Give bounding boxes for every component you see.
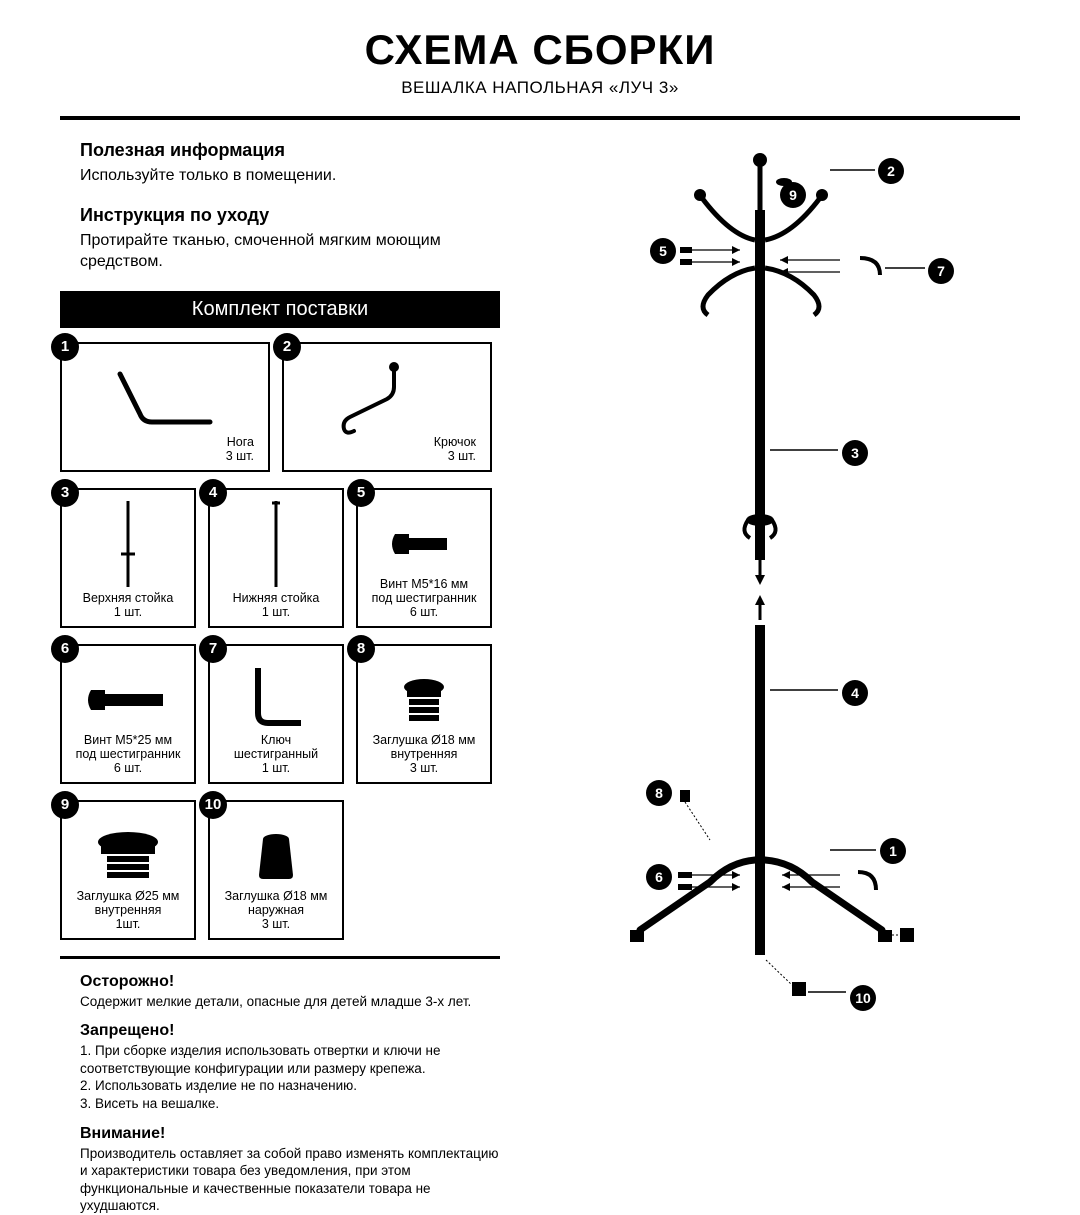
part-6-label: Винт М5*25 ммпод шестигранник6 шт.	[66, 733, 190, 776]
info-useful: Полезная информация Используйте только в…	[60, 140, 500, 187]
care-title: Инструкция по уходу	[80, 205, 500, 226]
warn3-text: Производитель оставляет за собой право и…	[80, 1145, 500, 1215]
page-title: СХЕМА СБОРКИ	[60, 26, 1020, 74]
part-7-label: Ключшестигранный1 шт.	[214, 733, 338, 776]
screw-short-icon	[389, 527, 459, 561]
part-6: 6 Винт М5*25 ммпод шестигранник6 шт.	[60, 644, 196, 784]
warn2-text: 1. При сборке изделия использовать отвер…	[80, 1042, 500, 1112]
badge-9: 9	[51, 791, 79, 819]
callout-7: 7	[928, 258, 954, 284]
page-subtitle: ВЕШАЛКА НАПОЛЬНАЯ «ЛУЧ 3»	[60, 78, 1020, 98]
screw-long-icon	[85, 683, 171, 717]
part-9: 9 Заглушка Ø25 ммвнутренняя1шт.	[60, 800, 196, 940]
part-4: 4 Нижняя стойка1 шт.	[208, 488, 344, 628]
useful-text: Используйте только в помещении.	[80, 165, 500, 187]
left-column: Полезная информация Используйте только в…	[60, 140, 500, 1215]
page: СХЕМА СБОРКИ ВЕШАЛКА НАПОЛЬНАЯ «ЛУЧ 3» П…	[0, 0, 1080, 1080]
badge-10: 10	[199, 791, 227, 819]
part-8: 8 Заглушка Ø18 ммвнутренняя3 шт.	[356, 644, 492, 784]
badge-5: 5	[347, 479, 375, 507]
callout-9: 9	[780, 182, 806, 208]
callout-4: 4	[842, 680, 868, 706]
callout-3: 3	[842, 440, 868, 466]
parts-row-b2: 6 Винт М5*25 ммпод шестигранник6 шт. 7 К…	[60, 644, 500, 784]
warn1-text: Содержит мелкие детали, опасные для дете…	[80, 993, 500, 1011]
plug18in-icon	[399, 675, 449, 725]
badge-4: 4	[199, 479, 227, 507]
parts-row-b3: 9 Заглушка Ø25 ммвнутренняя1шт. 10 Заглу…	[60, 800, 500, 940]
part-2-label: Крючок3 шт.	[288, 435, 486, 464]
assembly-diagram: 2 9 5 7 3 4 8 1 6 10	[530, 140, 1020, 1020]
part-3-label: Верхняя стойка1 шт.	[66, 591, 190, 620]
callout-2: 2	[878, 158, 904, 184]
useful-title: Полезная информация	[80, 140, 500, 161]
badge-7: 7	[199, 635, 227, 663]
part-3: 3 Верхняя стойка1 шт.	[60, 488, 196, 628]
part-7: 7 Ключшестигранный1 шт.	[208, 644, 344, 784]
lower-pole-icon	[266, 499, 286, 589]
info-care: Инструкция по уходу Протирайте тканью, с…	[60, 205, 500, 273]
part-5-label: Винт М5*16 ммпод шестигранник6 шт.	[362, 577, 486, 620]
part-2: 2 Крючок3 шт.	[282, 342, 492, 472]
parts-row-b1: 3 Верхняя стойка1 шт. 4 Нижняя стойка1 ш…	[60, 488, 500, 628]
callout-10: 10	[850, 985, 876, 1011]
divider-mid	[60, 956, 500, 959]
kit-band: Комплект поставки	[60, 291, 500, 328]
part-1: 1 Нога3 шт.	[60, 342, 270, 472]
part-9-label: Заглушка Ø25 ммвнутренняя1шт.	[66, 889, 190, 932]
warnings: Осторожно! Содержит мелкие детали, опасн…	[60, 973, 500, 1215]
part-10: 10 Заглушка Ø18 ммнаружная3 шт.	[208, 800, 344, 940]
parts-row-a: 1 Нога3 шт. 2 Крючок3 шт.	[60, 342, 500, 472]
hexkey-icon	[246, 665, 306, 735]
plug25in-icon	[93, 830, 163, 882]
badge-6: 6	[51, 635, 79, 663]
part-1-label: Нога3 шт.	[66, 435, 264, 464]
callout-8: 8	[646, 780, 672, 806]
warn2-title: Запрещено!	[80, 1022, 500, 1040]
care-text: Протирайте тканью, смоченной мягким моющ…	[80, 230, 500, 273]
part-4-label: Нижняя стойка1 шт.	[214, 591, 338, 620]
divider-top	[60, 116, 1020, 120]
part-10-label: Заглушка Ø18 ммнаружная3 шт.	[214, 889, 338, 932]
badge-3: 3	[51, 479, 79, 507]
badge-1: 1	[51, 333, 79, 361]
warn3-title: Внимание!	[80, 1125, 500, 1143]
columns: Полезная информация Используйте только в…	[60, 140, 1020, 1215]
leg-icon	[110, 364, 220, 434]
warn1-title: Осторожно!	[80, 973, 500, 991]
plug18out-icon	[253, 831, 299, 881]
part-5: 5 Винт М5*16 ммпод шестигранник6 шт.	[356, 488, 492, 628]
badge-2: 2	[273, 333, 301, 361]
badge-8: 8	[347, 635, 375, 663]
upper-pole-icon	[118, 499, 138, 589]
callout-5: 5	[650, 238, 676, 264]
part-8-label: Заглушка Ø18 ммвнутренняя3 шт.	[362, 733, 486, 776]
hook-icon	[332, 359, 442, 439]
callout-1: 1	[880, 838, 906, 864]
callout-6: 6	[646, 864, 672, 890]
diagram-svg	[530, 140, 990, 1010]
